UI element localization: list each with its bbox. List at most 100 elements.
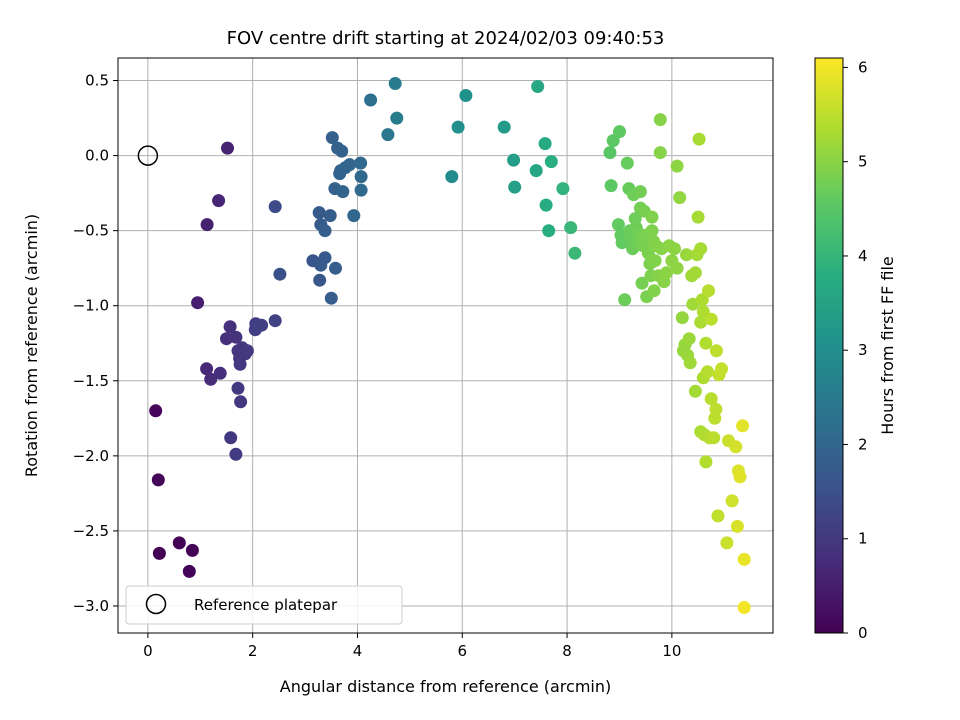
data-point xyxy=(324,291,338,305)
data-point xyxy=(688,384,702,398)
data-point xyxy=(542,224,556,238)
data-point xyxy=(611,218,625,232)
data-point xyxy=(691,210,705,224)
data-point xyxy=(701,365,714,379)
data-point xyxy=(704,392,718,406)
data-point xyxy=(364,93,378,107)
data-point xyxy=(564,221,578,235)
data-point xyxy=(613,125,626,139)
data-point xyxy=(603,146,617,160)
reference-marker xyxy=(137,145,159,166)
data-point xyxy=(223,320,237,334)
data-point xyxy=(234,395,248,409)
data-point xyxy=(647,284,661,298)
data-point xyxy=(653,113,667,127)
data-point xyxy=(354,156,368,170)
x-tick-label: 2 xyxy=(248,642,258,660)
data-point xyxy=(323,209,337,223)
colorbar-gradient xyxy=(814,57,844,634)
data-point xyxy=(680,248,693,262)
data-point xyxy=(620,156,634,170)
data-point xyxy=(707,431,721,445)
colorbar-tick-label: 6 xyxy=(858,58,868,76)
data-point xyxy=(329,261,342,275)
data-point xyxy=(539,198,553,212)
legend-box xyxy=(125,585,403,625)
y-tick-label: 0.5 xyxy=(85,72,109,90)
data-point xyxy=(670,261,684,275)
data-point xyxy=(645,224,659,238)
y-axis: 0.5 0.0 −0.5 −1.0 −1.5 −2.0 −2.5 −3.0 xyxy=(73,72,118,615)
data-point xyxy=(633,185,647,199)
data-point xyxy=(508,180,522,194)
data-point xyxy=(529,164,543,178)
data-point xyxy=(507,153,521,167)
data-points xyxy=(149,77,751,614)
data-point xyxy=(200,218,214,232)
legend: Reference platepar xyxy=(125,585,403,625)
data-point xyxy=(692,132,706,146)
x-tick-label: 4 xyxy=(353,642,363,660)
data-point xyxy=(336,185,350,199)
y-axis-label: Rotation from reference (arcmin) xyxy=(22,214,41,477)
data-point xyxy=(660,266,674,280)
data-point xyxy=(255,318,269,332)
data-point xyxy=(213,366,227,380)
data-point xyxy=(683,356,697,370)
data-point xyxy=(694,242,708,256)
data-point xyxy=(704,312,718,326)
data-point xyxy=(347,209,361,223)
grid-lines xyxy=(118,58,773,633)
data-point xyxy=(531,80,545,93)
data-point xyxy=(709,344,723,358)
data-point xyxy=(635,276,649,290)
data-point xyxy=(152,546,166,560)
data-point xyxy=(335,144,349,158)
y-tick-label: −1.5 xyxy=(73,372,109,390)
data-point xyxy=(648,254,662,268)
data-point xyxy=(390,111,404,125)
data-point xyxy=(675,311,689,325)
data-point xyxy=(568,246,582,260)
data-point xyxy=(737,601,751,614)
data-point xyxy=(459,89,473,102)
data-point xyxy=(224,431,238,445)
data-point xyxy=(172,536,186,550)
data-point xyxy=(451,120,465,134)
colorbar-tick-label: 1 xyxy=(858,530,868,548)
x-tick-label: 8 xyxy=(562,642,572,660)
data-point xyxy=(720,536,734,550)
data-point xyxy=(212,194,226,208)
y-tick-label: −2.0 xyxy=(73,447,109,465)
data-point xyxy=(729,440,743,454)
reference-point xyxy=(137,145,159,166)
data-point xyxy=(733,470,747,484)
data-point xyxy=(606,134,620,148)
x-tick-label: 10 xyxy=(662,642,681,660)
data-point xyxy=(200,362,214,376)
x-tick-label: 0 xyxy=(143,642,153,660)
colorbar-ticks: 0 1 2 3 4 5 6 xyxy=(843,58,868,642)
data-point xyxy=(497,120,511,134)
data-point xyxy=(544,155,558,169)
data-point xyxy=(185,543,199,557)
plot-frame xyxy=(117,57,774,634)
data-point xyxy=(604,179,618,193)
colorbar-tick-label: 4 xyxy=(858,247,868,265)
data-point xyxy=(381,128,395,142)
data-point xyxy=(273,267,287,281)
legend-marker-reference xyxy=(145,593,167,615)
data-point xyxy=(318,224,332,238)
data-point xyxy=(312,206,326,220)
y-tick-label: −2.5 xyxy=(73,522,109,540)
colorbar-tick-label: 0 xyxy=(858,624,868,642)
data-point xyxy=(354,170,368,184)
data-point xyxy=(682,332,696,346)
colorbar-label: Hours from first FF file xyxy=(878,256,897,435)
data-point xyxy=(645,210,659,224)
data-point xyxy=(268,200,282,214)
data-point xyxy=(313,273,327,287)
data-point xyxy=(231,381,245,395)
data-point xyxy=(240,344,254,358)
data-point xyxy=(229,447,243,461)
